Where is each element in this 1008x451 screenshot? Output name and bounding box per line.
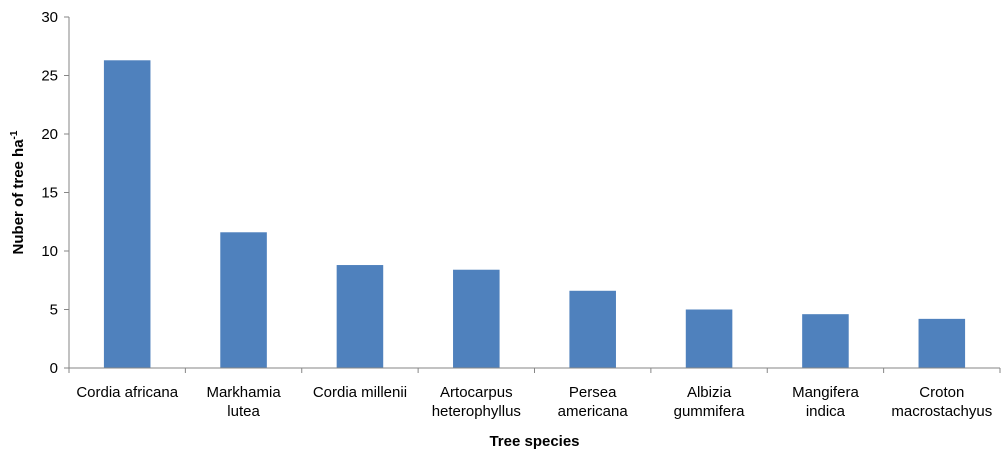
x-category-label-line: macrostachyus: [891, 403, 992, 420]
x-category-label-line: Markhamia: [206, 384, 281, 401]
x-category-label-line: indica: [806, 403, 846, 420]
y-tick-label: 30: [41, 9, 58, 26]
x-category-label-line: Cordia africana: [76, 384, 178, 401]
x-category-label-line: Artocarpus: [440, 384, 513, 401]
bar: [802, 314, 849, 368]
y-tick-label: 20: [41, 126, 58, 143]
bar: [569, 290, 616, 368]
x-category-label-line: gummifera: [674, 403, 746, 420]
x-category-label: Persea americana: [558, 384, 629, 420]
x-category-label: Croton macrostachyus: [891, 384, 992, 420]
x-axis-category-labels: Cordia africana Markhamia lutea Cordia mill…: [76, 384, 992, 420]
x-category-label-line: Persea: [569, 384, 617, 401]
x-category-label: Cordia millenii: [313, 384, 407, 401]
bar: [220, 232, 267, 368]
y-tick-label: 0: [50, 360, 58, 377]
y-axis-title-text: Nuber of tree ha: [10, 139, 27, 255]
x-category-label: Cordia africana: [76, 384, 178, 401]
x-category-label-line: heterophyllus: [432, 403, 521, 420]
x-category-label: Albizia gummifera: [674, 384, 746, 420]
y-tick-label: 5: [50, 302, 58, 319]
x-category-label-line: Cordia millenii: [313, 384, 407, 401]
y-axis-ticks: 0 5 10 15 20 25 30: [41, 9, 1001, 377]
bars: [103, 60, 966, 368]
x-category-label-line: Mangifera: [792, 384, 859, 401]
x-category-label: Mangifera indica: [792, 384, 859, 420]
bar: [685, 309, 733, 368]
x-category-label-line: lutea: [227, 403, 260, 420]
x-axis-title: Tree species: [489, 433, 579, 450]
bar: [103, 60, 151, 368]
bar: [453, 269, 500, 368]
x-category-label: Artocarpus heterophyllus: [432, 384, 521, 420]
y-tick-label: 10: [41, 243, 58, 260]
y-tick-label: 15: [41, 185, 58, 202]
x-category-label: Markhamia lutea: [206, 384, 281, 420]
bar: [336, 265, 384, 368]
x-category-label-line: Albizia: [687, 384, 732, 401]
y-axis-title: Nuber of tree ha-1: [9, 130, 27, 254]
y-axis-title-superscript: -1: [9, 130, 20, 139]
bar: [918, 318, 966, 368]
x-category-label-line: Croton: [919, 384, 964, 401]
x-category-label-line: americana: [558, 403, 629, 420]
y-tick-label: 25: [41, 68, 58, 85]
